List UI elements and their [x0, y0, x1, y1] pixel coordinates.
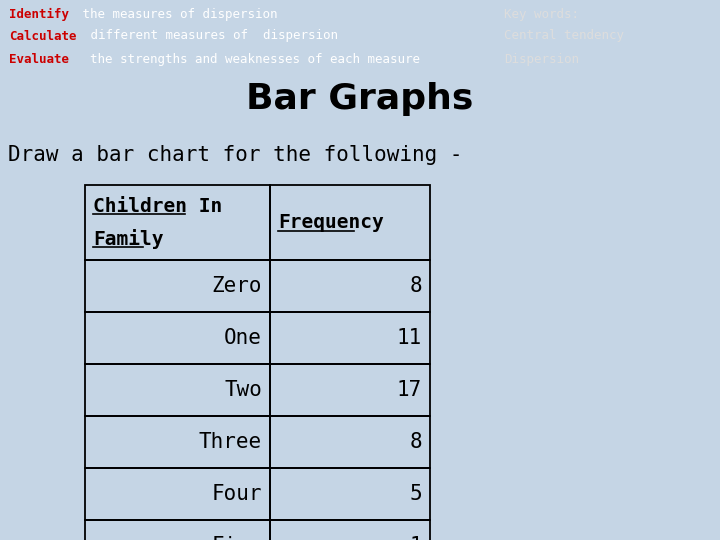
Bar: [270, 364, 430, 416]
Text: Evaluate: Evaluate: [9, 52, 68, 65]
Text: Frequency: Frequency: [278, 213, 384, 232]
Text: Four: Four: [212, 484, 262, 504]
Bar: [270, 416, 430, 468]
Bar: [270, 185, 430, 260]
Text: the measures of dispersion: the measures of dispersion: [75, 8, 277, 21]
Text: 5: 5: [410, 484, 422, 504]
Text: Identify: Identify: [9, 8, 68, 21]
Text: Five: Five: [212, 536, 262, 540]
Text: Calculate: Calculate: [9, 30, 76, 43]
Bar: [270, 260, 430, 312]
Text: 17: 17: [397, 380, 422, 400]
Text: the strengths and weaknesses of each measure: the strengths and weaknesses of each mea…: [75, 52, 420, 65]
Bar: [85, 260, 270, 312]
Text: 11: 11: [397, 328, 422, 348]
Bar: [85, 468, 270, 520]
Text: 8: 8: [410, 432, 422, 452]
Text: different measures of  dispersion: different measures of dispersion: [84, 30, 338, 43]
Text: Family: Family: [93, 229, 163, 249]
Bar: [85, 312, 270, 364]
Text: Children In: Children In: [93, 197, 222, 215]
Bar: [270, 468, 430, 520]
Text: 8: 8: [410, 276, 422, 296]
Bar: [85, 416, 270, 468]
Text: Dispersion: Dispersion: [504, 52, 579, 65]
Bar: [85, 364, 270, 416]
Bar: [270, 312, 430, 364]
Text: Draw a bar chart for the following -: Draw a bar chart for the following -: [8, 145, 462, 165]
Text: 1: 1: [410, 536, 422, 540]
Text: Central tendency: Central tendency: [504, 30, 624, 43]
Text: Bar Graphs: Bar Graphs: [246, 83, 474, 117]
Text: Two: Two: [224, 380, 262, 400]
Bar: [270, 520, 430, 540]
Text: Three: Three: [199, 432, 262, 452]
Text: Key words:: Key words:: [504, 8, 579, 21]
Bar: [85, 185, 270, 260]
Bar: [85, 520, 270, 540]
Text: One: One: [224, 328, 262, 348]
Text: Zero: Zero: [212, 276, 262, 296]
